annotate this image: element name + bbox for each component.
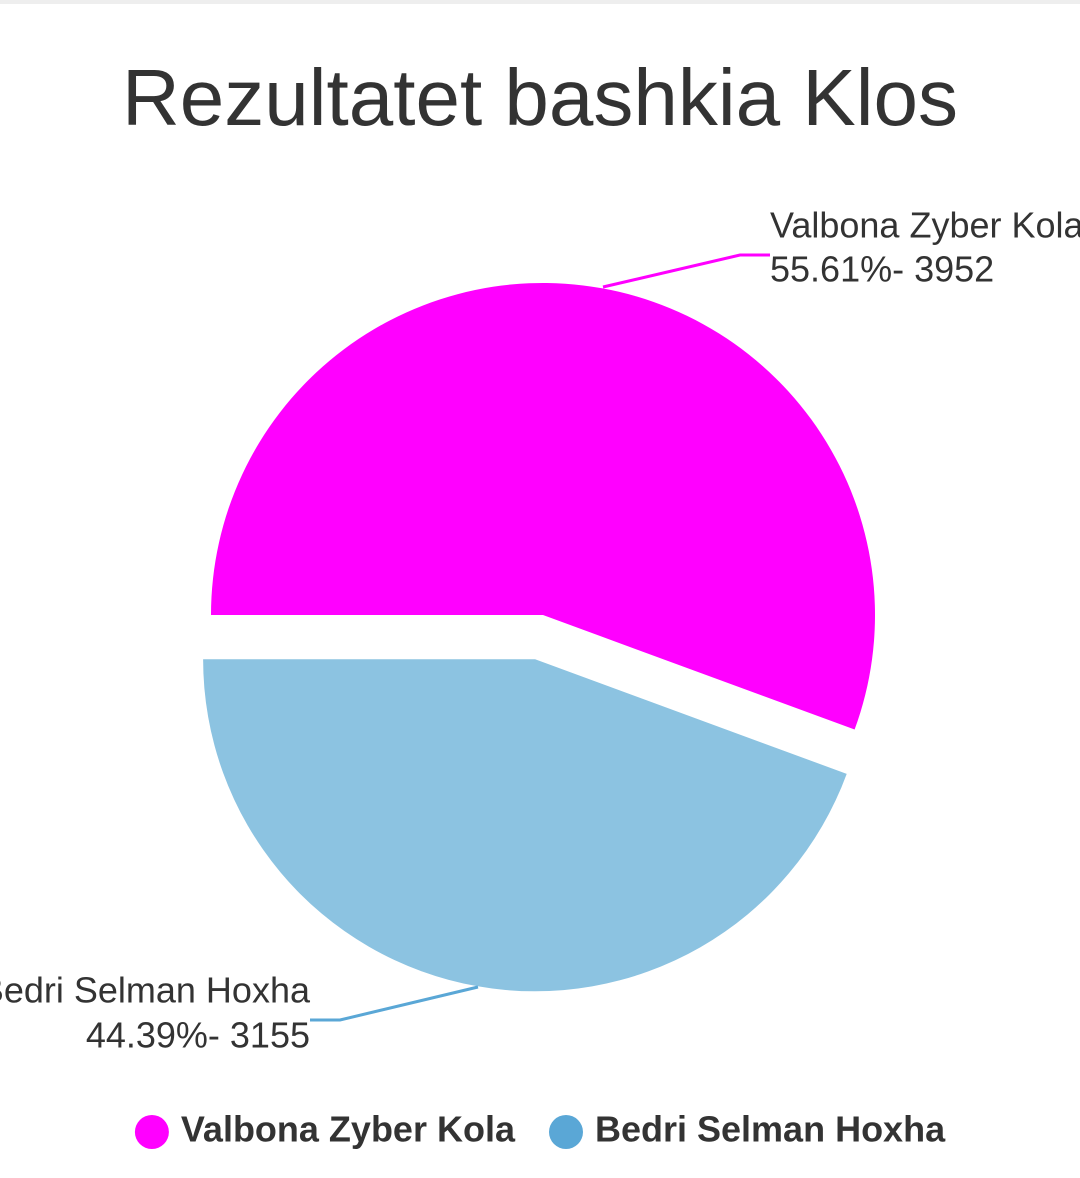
leader-line: [602, 253, 770, 289]
legend-label: Bedri Selman Hoxha: [595, 1109, 946, 1150]
leader-line: [310, 985, 479, 1022]
legend-marker: [548, 1115, 583, 1149]
chart-title: Rezultatet bashkia Klos: [122, 53, 958, 142]
pie-slice: [203, 659, 847, 992]
pie-slice: [211, 282, 875, 730]
legend-marker: [134, 1115, 169, 1149]
slice-label-name: Bedri Selman Hoxha: [0, 970, 311, 1011]
slice-label-name: Valbona Zyber Kola: [770, 205, 1080, 246]
top-border: [0, 0, 1080, 4]
slice-label-value: 44.39%- 3155: [86, 1015, 310, 1056]
legend-label: Valbona Zyber Kola: [181, 1109, 516, 1150]
slice-label-value: 55.61%- 3952: [770, 249, 994, 290]
